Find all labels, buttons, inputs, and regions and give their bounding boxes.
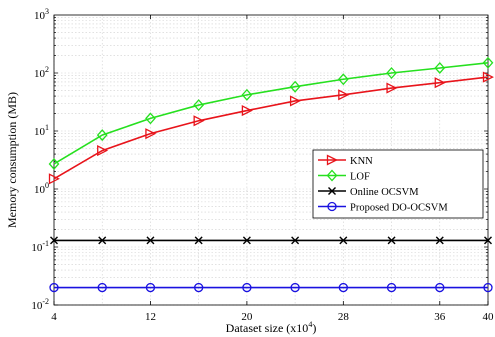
x-axis-label: Dataset size (x104) (226, 320, 317, 335)
y-axis-label: Memory consumption (MB) (5, 92, 19, 228)
x-tick-label: 36 (434, 311, 446, 323)
legend-label: Online OCSVM (350, 187, 419, 198)
legend-label: LOF (350, 172, 370, 183)
legend: KNN LOF Online OCSVM Proposed DO-OCSVM (313, 150, 483, 218)
y-tick-label: 103 (34, 7, 49, 22)
y-tick-label: 102 (34, 65, 49, 80)
x-tick-label: 40 (483, 311, 495, 323)
y-tick-label: 10-2 (31, 297, 49, 312)
y-tick-label: 101 (34, 123, 49, 138)
y-tick-label: 10-1 (31, 239, 49, 254)
legend-label: Proposed DO-OCSVM (350, 203, 448, 214)
y-tick-label: 100 (34, 181, 49, 196)
x-tick-label: 12 (145, 311, 156, 323)
x-tick-label: 28 (338, 311, 350, 323)
legend-label: KNN (350, 156, 373, 167)
x-tick-label: 4 (51, 311, 57, 323)
series-3 (50, 284, 492, 292)
series-2 (51, 237, 492, 244)
